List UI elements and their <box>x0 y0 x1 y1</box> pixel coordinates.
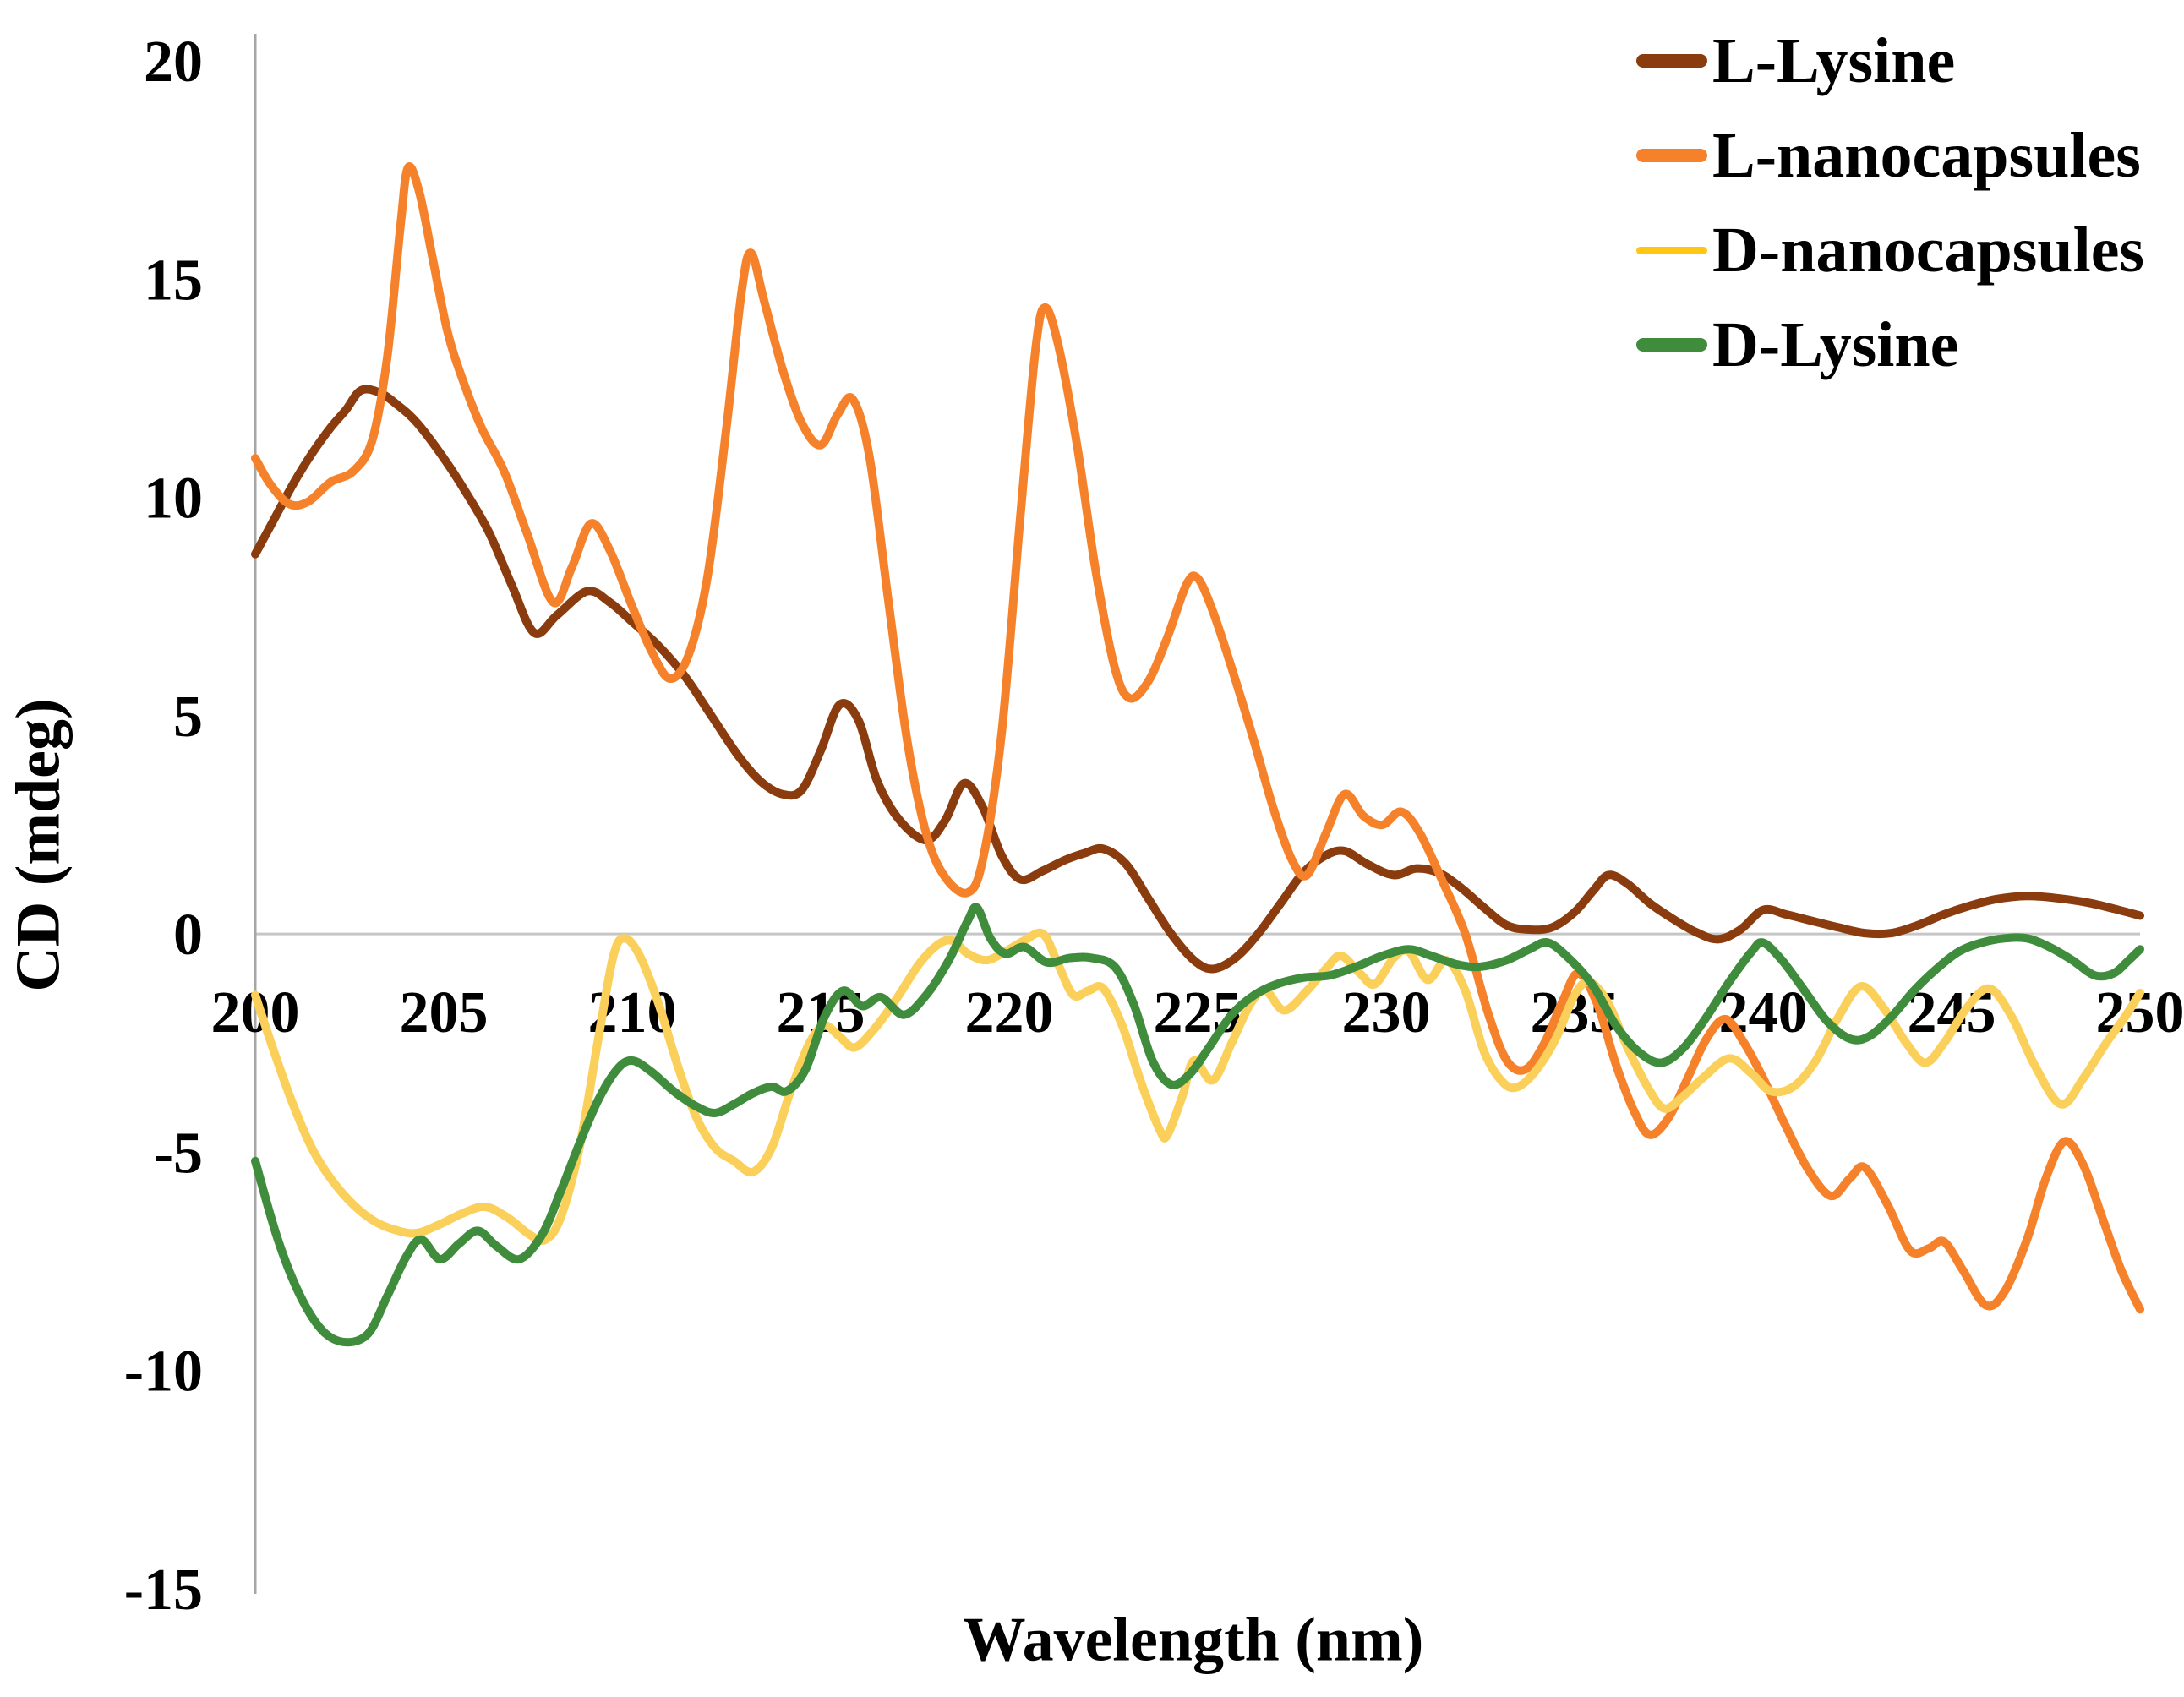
x-tick-label: 200 <box>211 980 300 1045</box>
legend-item-L-nanocapsules: L-nanocapsules <box>1636 108 2144 203</box>
chart-legend: L-Lysine L-nanocapsules D-nanocapsules D-Ly… <box>1636 14 2144 392</box>
legend-swatch-L-Lysine <box>1636 54 1707 68</box>
legend-item-L-Lysine: L-Lysine <box>1636 14 2144 108</box>
y-tick-label: -15 <box>124 1558 203 1623</box>
y-tick-label: -5 <box>154 1121 203 1186</box>
legend-label: D-Lysine <box>1712 309 1959 380</box>
series-line-L-Lysine <box>251 385 2144 974</box>
x-tick-label: 230 <box>1342 980 1431 1045</box>
y-tick-label: 20 <box>144 30 203 95</box>
legend-label: L-Lysine <box>1712 25 1956 96</box>
y-axis-title: CD (mdeg) <box>3 698 74 992</box>
series-line-D-nanocapsules <box>251 928 2144 1245</box>
series-line-D-Lysine <box>251 903 2144 1347</box>
y-tick-label: 10 <box>144 467 203 532</box>
legend-swatch-L-nanocapsules <box>1636 149 1707 162</box>
legend-item-D-Lysine: D-Lysine <box>1636 297 2144 392</box>
y-tick-label: 0 <box>173 903 203 968</box>
x-tick-label: 240 <box>1719 980 1808 1045</box>
y-tick-label: 5 <box>173 685 203 750</box>
legend-swatch-D-nanocapsules <box>1636 246 1707 254</box>
series-line-L-nanocapsules <box>251 162 2144 1314</box>
legend-item-D-nanocapsules: D-nanocapsules <box>1636 203 2144 297</box>
y-tick-label: 15 <box>144 248 203 313</box>
legend-swatch-D-Lysine <box>1636 338 1707 352</box>
x-tick-label: 205 <box>400 980 489 1045</box>
legend-label: L-nanocapsules <box>1712 120 2141 191</box>
x-tick-label: 225 <box>1154 980 1242 1045</box>
x-axis-title: Wavelength (nm) <box>963 1605 1424 1675</box>
y-tick-label: -10 <box>124 1340 203 1405</box>
legend-label: D-nanocapsules <box>1712 215 2144 286</box>
x-tick-label: 220 <box>965 980 1054 1045</box>
